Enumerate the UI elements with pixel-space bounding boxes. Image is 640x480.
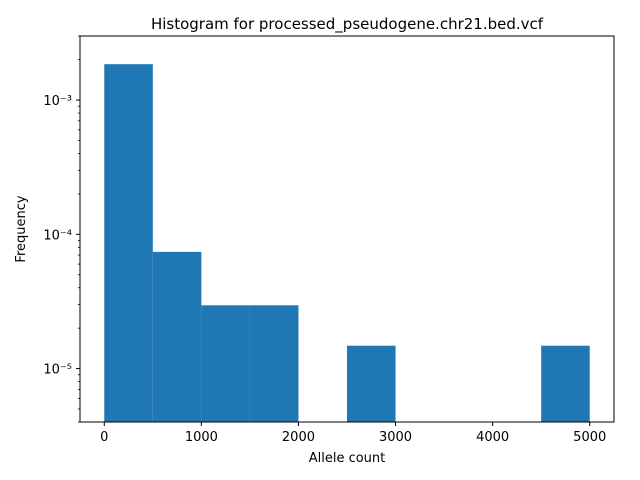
histogram-bar (152, 251, 202, 422)
y-tick-label: 10⁻⁴ (43, 228, 72, 243)
x-axis-label: Allele count (309, 451, 386, 466)
chart-title: Histogram for processed_pseudogene.chr21… (151, 15, 544, 34)
histogram-bar (541, 345, 590, 422)
ticks-group: 0 1000 2000 3000 4000 5000 10⁻⁵ 10⁻⁴ 10⁻³ (43, 35, 606, 445)
histogram-bar (347, 345, 396, 422)
x-tick-label: 5000 (573, 430, 606, 445)
plot-frame (79, 35, 615, 423)
histogram-bar (104, 64, 153, 422)
x-tick-label: 1000 (185, 430, 218, 445)
histogram-bar (249, 305, 299, 422)
y-tick-label: 10⁻³ (43, 94, 72, 109)
histogram-bar (201, 305, 250, 422)
x-tick-label: 4000 (476, 430, 509, 445)
x-tick-label: 0 (100, 430, 108, 445)
bars-group (104, 64, 590, 422)
y-axis-label: Frequency (14, 195, 29, 262)
x-tick-label: 2000 (282, 430, 315, 445)
y-tick-label: 10⁻⁵ (43, 363, 72, 378)
x-tick-label: 3000 (379, 430, 412, 445)
